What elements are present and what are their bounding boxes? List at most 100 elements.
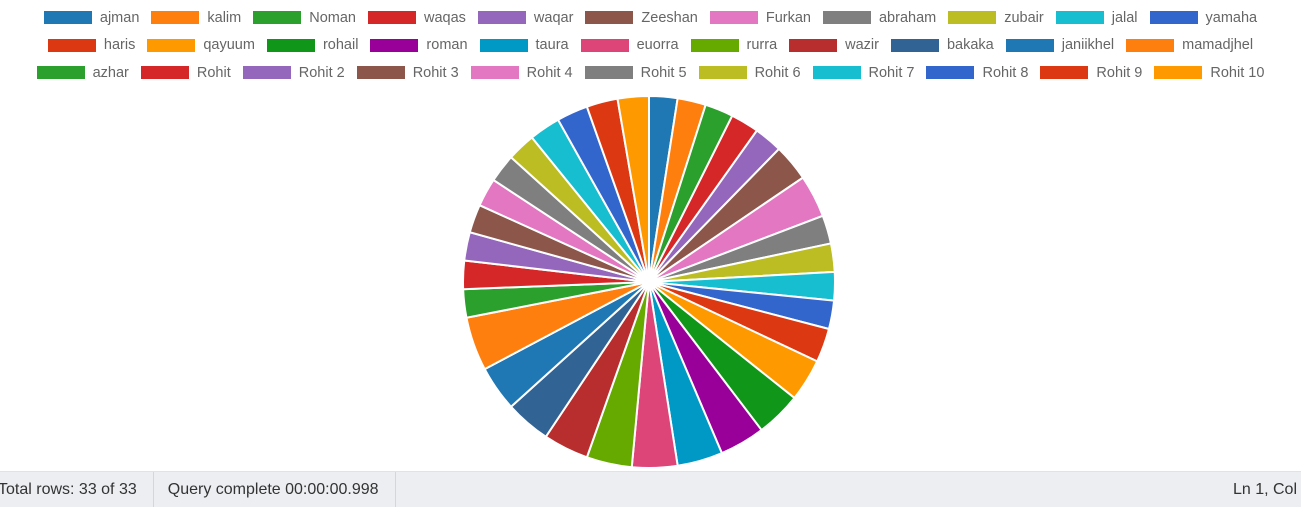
legend-item[interactable]: rohail	[266, 37, 359, 54]
legend-item[interactable]: zubair	[948, 10, 1044, 26]
legend-label: qayuum	[203, 37, 255, 54]
legend-label: wazir	[845, 37, 879, 54]
legend-label: Rohit 5	[640, 64, 687, 81]
legend-label: Rohit 6	[754, 64, 801, 81]
legend-label: Rohit 3	[412, 64, 459, 81]
legend-swatch	[356, 66, 405, 80]
legend-item[interactable]: janiikhel	[1005, 37, 1115, 54]
legend-label: waqas	[423, 9, 466, 26]
legend-swatch	[470, 66, 519, 80]
legend-item[interactable]: Rohit 6	[698, 64, 801, 81]
pie-slice-rohit-10[interactable]	[616, 94, 650, 283]
total-rows-status: Total rows: 33 of 33	[0, 472, 154, 507]
legend-item[interactable]: rurra	[690, 37, 778, 54]
legend-item[interactable]: kalim	[151, 10, 241, 26]
legend-item[interactable]: Furkan	[709, 9, 811, 26]
legend-label: haris	[103, 37, 136, 54]
legend-swatch	[822, 11, 871, 25]
legend-swatch	[812, 66, 861, 80]
legend-swatch	[36, 66, 85, 80]
legend-label: jalal	[1111, 9, 1138, 26]
legend-swatch	[948, 11, 997, 25]
legend-label: rohail	[322, 37, 359, 54]
legend-item[interactable]: euorra	[580, 37, 679, 54]
legend-label: euorra	[636, 37, 679, 54]
legend-item[interactable]: haris	[47, 37, 136, 54]
legend-swatch	[151, 11, 200, 25]
pie-chart	[461, 94, 836, 469]
legend-item[interactable]: ajman	[43, 9, 140, 26]
legend-item[interactable]: Rohit 10	[1154, 65, 1264, 81]
legend-item[interactable]: yamaha	[1149, 9, 1258, 26]
legend-item[interactable]: azhar	[36, 65, 129, 81]
legend-item[interactable]: mamadjhel	[1126, 37, 1253, 53]
legend-label: Rohit 9	[1096, 64, 1143, 81]
chart-legend: ajman kalim Noman waqas waqar Zeeshan Furkan ab…	[0, 4, 1301, 87]
legend-label: zubair	[1004, 9, 1044, 26]
legend-label: Zeeshan	[641, 9, 698, 26]
legend-swatch	[43, 11, 92, 25]
legend-swatch	[1154, 66, 1203, 80]
chart-area: ajman kalim Noman waqas waqar Zeeshan Furkan ab…	[0, 4, 1301, 469]
legend-swatch	[253, 11, 302, 25]
legend-item[interactable]: Rohit 9	[1040, 65, 1142, 81]
legend-swatch	[477, 11, 526, 25]
legend-swatch	[698, 66, 747, 80]
legend-swatch	[242, 66, 291, 80]
legend-item[interactable]: abraham	[822, 10, 936, 26]
legend-swatch	[140, 66, 189, 80]
legend-item[interactable]: jalal	[1055, 9, 1138, 26]
legend-label: yamaha	[1205, 9, 1258, 26]
legend-label: rurra	[746, 37, 778, 54]
legend-swatch	[690, 38, 739, 52]
legend-item[interactable]: Rohit 7	[812, 64, 915, 81]
legend-swatch	[266, 38, 315, 52]
legend-item[interactable]: qayuum	[147, 37, 255, 53]
legend-item[interactable]: roman	[370, 37, 468, 54]
query-status: Query complete 00:00:00.998	[154, 472, 396, 507]
cursor-position-status: Ln 1, Col	[1232, 480, 1297, 498]
legend-label: Rohit	[196, 64, 231, 81]
legend-swatch	[584, 66, 633, 80]
legend-label: Rohit 8	[982, 64, 1029, 81]
legend-swatch	[367, 11, 416, 25]
legend-swatch	[370, 38, 419, 52]
legend-item[interactable]: Rohit 8	[926, 65, 1028, 81]
legend-item[interactable]: wazir	[789, 37, 879, 53]
legend-swatch	[1149, 11, 1198, 25]
legend-item[interactable]: waqar	[477, 10, 573, 26]
legend-swatch	[890, 38, 939, 52]
legend-item[interactable]: Noman	[253, 10, 356, 26]
legend-swatch	[789, 38, 838, 52]
status-bar: Total rows: 33 of 33 Query complete 00:0…	[0, 471, 1301, 507]
legend-swatch	[585, 11, 634, 25]
legend-swatch	[47, 38, 96, 52]
legend-label: mamadjhel	[1182, 37, 1254, 54]
legend-item[interactable]: Zeeshan	[585, 9, 698, 26]
legend-label: Noman	[309, 9, 356, 26]
legend-label: Rohit 2	[298, 64, 345, 81]
legend-row: haris qayuum rohail roman taura euorra rurra wa…	[0, 32, 1301, 60]
legend-label: bakaka	[946, 37, 994, 54]
legend-swatch	[1040, 66, 1089, 80]
legend-label: ajman	[99, 9, 140, 26]
legend-label: janiikhel	[1061, 37, 1115, 54]
legend-label: Rohit 7	[868, 64, 915, 81]
legend-item[interactable]: Rohit 5	[584, 64, 687, 81]
legend-item[interactable]: Rohit 4	[470, 65, 573, 81]
legend-item[interactable]: waqas	[367, 9, 466, 26]
legend-item[interactable]: Rohit 3	[356, 64, 459, 81]
legend-label: Furkan	[765, 9, 811, 26]
legend-swatch	[1126, 38, 1175, 52]
legend-item[interactable]: Rohit 2	[242, 64, 345, 81]
legend-label: roman	[426, 37, 468, 54]
legend-label: Rohit 10	[1210, 64, 1265, 81]
legend-swatch	[709, 11, 758, 25]
legend-swatch	[147, 38, 196, 52]
legend-item[interactable]: Rohit	[140, 64, 231, 81]
legend-row: azhar Rohit Rohit 2 Rohit 3 Rohit 4 Rohit 5 Ro…	[0, 59, 1301, 87]
legend-item[interactable]: taura	[479, 37, 569, 53]
legend-swatch	[1055, 11, 1104, 25]
legend-item[interactable]: bakaka	[890, 37, 994, 54]
legend-label: kalim	[207, 9, 242, 26]
